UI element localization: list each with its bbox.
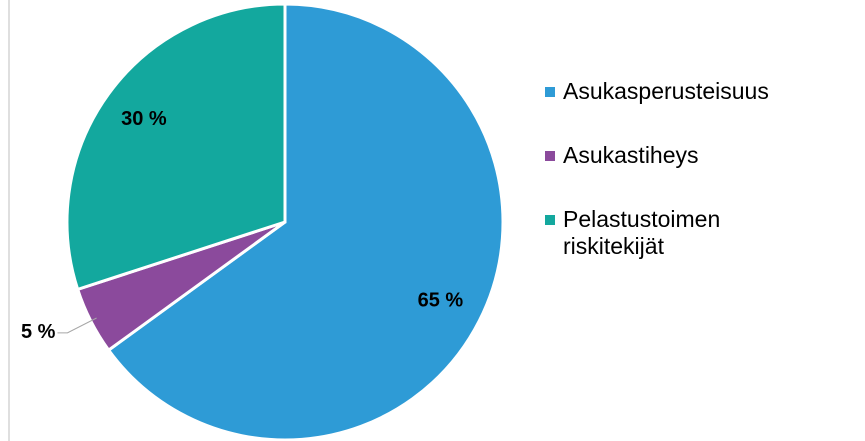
legend-label: Asukastiheys [563, 142, 699, 168]
legend-swatch [545, 87, 555, 97]
pie-slice [65, 2, 287, 292]
pie-slice [106, 2, 505, 441]
legend: Asukasperusteisuus Asukastiheys Pelastusto… [545, 78, 845, 297]
data-label: 5 % [21, 321, 56, 343]
legend-item: Asukastiheys [545, 142, 845, 169]
legend-swatch [545, 151, 555, 161]
legend-label: Asukasperusteisuus [563, 78, 769, 104]
legend-swatch [545, 215, 555, 225]
data-label: 30 % [121, 108, 167, 130]
leader-line [57, 317, 97, 334]
data-label: 65 % [418, 289, 464, 311]
legend-item: Asukasperusteisuus [545, 78, 845, 105]
legend-label: Pelastustoimen riskitekijät [563, 206, 721, 259]
legend-item: Pelastustoimen riskitekijät [545, 206, 845, 260]
